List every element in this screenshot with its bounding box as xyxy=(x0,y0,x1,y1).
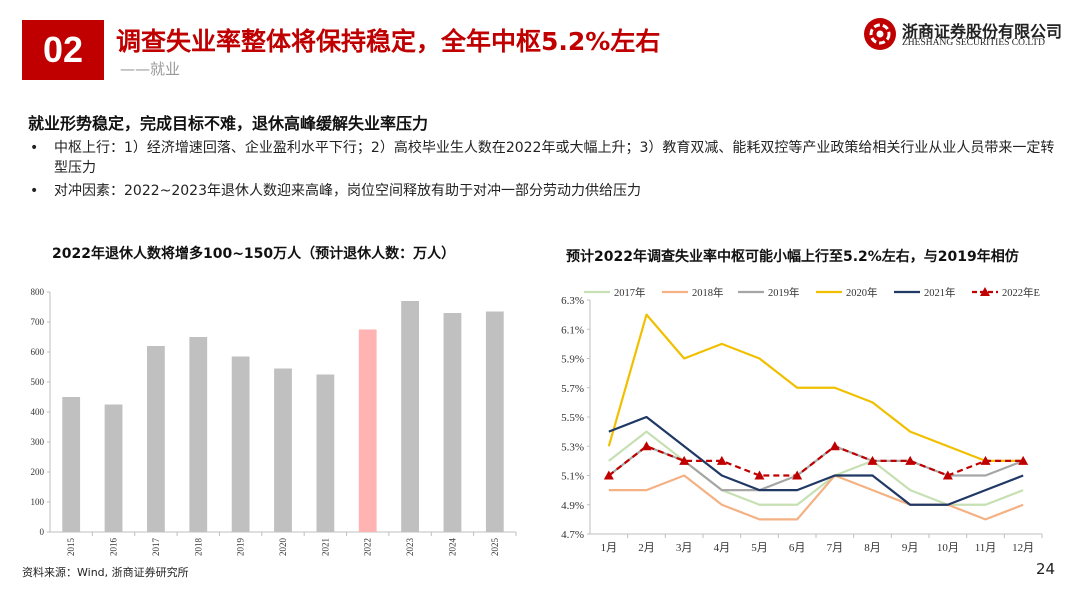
section-number-badge: 02 xyxy=(22,20,104,80)
logo-name-cn: 浙商证券股份有限公司 xyxy=(902,22,1063,41)
y-tick-label: 200 xyxy=(31,467,45,477)
bar xyxy=(401,301,419,532)
y-tick-label: 500 xyxy=(31,377,45,387)
y-tick-label: 300 xyxy=(31,437,45,447)
section-heading: 就业形势稳定，完成目标不难，退休高峰缓解失业率压力 xyxy=(28,114,429,133)
x-tick-label: 6月 xyxy=(789,542,806,554)
x-tick-label: 7月 xyxy=(827,542,844,554)
data-point xyxy=(641,441,652,451)
y-tick-label: 4.7% xyxy=(561,529,584,541)
company-logo: 浙商证券股份有限公司 ZHESHANG SECURITIES CO.LTD xyxy=(864,16,1064,56)
line-chart-title: 预计2022年调查失业率中枢可能小幅上行至5.2%左右，与2019年相仿 xyxy=(566,249,1019,265)
x-tick-label: 10月 xyxy=(937,542,959,554)
y-tick-label: 6.1% xyxy=(561,324,584,336)
y-tick-label: 100 xyxy=(31,497,45,507)
bar xyxy=(231,356,250,532)
data-point xyxy=(942,470,953,480)
page-title: 调查失业率整体将保持稳定，全年中枢5.2%左右 xyxy=(116,27,661,56)
bar-chart-title: 2022年退休人数将增多100~150万人（预计退休人数：万人） xyxy=(52,246,456,262)
x-tick-label: 2023 xyxy=(405,538,415,557)
bar xyxy=(358,329,377,532)
logo-name-en: ZHESHANG SECURITIES CO.LTD xyxy=(902,38,1045,48)
series-line xyxy=(608,430,1024,506)
section-number: 02 xyxy=(42,29,84,70)
x-tick-label: 2015 xyxy=(66,538,76,557)
legend-label: 2022年E xyxy=(1002,286,1040,299)
data-point xyxy=(679,455,690,465)
y-tick-label: 0 xyxy=(40,527,45,537)
data-point xyxy=(905,455,916,465)
bar xyxy=(104,404,123,532)
x-tick-label: 2016 xyxy=(109,538,119,557)
x-tick-label: 2022 xyxy=(363,538,373,556)
bar xyxy=(189,337,208,532)
x-tick-label: 2024 xyxy=(447,538,457,557)
series-line xyxy=(608,415,1024,506)
legend-label: 2019年 xyxy=(768,286,800,299)
x-tick-label: 11月 xyxy=(975,542,997,554)
y-tick-label: 5.5% xyxy=(561,412,584,424)
legend-label: 2018年 xyxy=(692,286,724,299)
x-tick-label: 2018 xyxy=(193,538,203,557)
x-tick-label: 8月 xyxy=(864,542,881,554)
bar xyxy=(443,313,462,532)
y-tick-label: 5.7% xyxy=(561,383,584,395)
series-line xyxy=(607,313,1024,462)
series-line xyxy=(608,445,1024,477)
bar xyxy=(62,397,81,532)
x-tick-label: 2021 xyxy=(320,538,330,556)
bar xyxy=(485,311,504,532)
data-point xyxy=(867,455,878,465)
x-tick-label: 2019 xyxy=(236,538,246,557)
x-tick-label: 12月 xyxy=(1012,542,1034,554)
data-point xyxy=(1018,455,1029,465)
unemployment-line-chart: 4.7% 4.9% 5.1% 5.3% 5.5% 5.7% 5.9% 6.1% 6.3% 1月 2月… xyxy=(561,286,1043,554)
page-number: 24 xyxy=(1036,560,1056,578)
y-tick-label: 400 xyxy=(31,407,45,417)
x-tick-label: 2025 xyxy=(490,538,500,557)
x-tick-label: 2017 xyxy=(151,538,161,557)
y-tick-label: 5.3% xyxy=(561,441,584,453)
bar xyxy=(147,346,165,532)
x-tick-label: 3月 xyxy=(676,542,693,554)
bullet-list: 中枢上行：1）经济增速回落、企业盈利水平下行；2）高校毕业生人数在2022年或大… xyxy=(30,138,1060,204)
x-tick-label: 2020 xyxy=(278,538,288,557)
legend-marker xyxy=(980,287,990,296)
bar xyxy=(316,374,335,532)
y-tick-label: 5.1% xyxy=(561,471,584,483)
data-point xyxy=(716,455,727,465)
legend-label: 2020年 xyxy=(846,286,878,299)
data-point xyxy=(603,470,614,480)
page-subtitle: ——就业 xyxy=(120,60,181,78)
legend-label: 2017年 xyxy=(614,286,646,299)
y-tick-label: 6.3% xyxy=(561,295,584,307)
retirement-bar-chart: 0 100 200 300 400 500 600 700 800 2015 2016 2017 201… xyxy=(31,287,517,557)
data-point xyxy=(980,455,991,465)
x-tick-label: 4月 xyxy=(714,542,731,554)
y-tick-label: 4.9% xyxy=(561,500,584,512)
bar xyxy=(274,368,292,532)
source-note: 资料来源：Wind, 浙商证券研究所 xyxy=(22,566,189,579)
data-point xyxy=(792,470,803,480)
data-point xyxy=(754,470,765,480)
bullet-item: 中枢上行：1）经济增速回落、企业盈利水平下行；2）高校毕业生人数在2022年或大… xyxy=(30,138,1060,178)
legend-label: 2021年 xyxy=(924,286,956,299)
bullet-item: 对冲因素：2022~2023年退休人数迎来高峰，岗位空间释放有助于对冲一部分劳动… xyxy=(30,181,1060,201)
x-tick-label: 1月 xyxy=(601,542,618,554)
x-tick-label: 2月 xyxy=(638,542,655,554)
x-tick-label: 5月 xyxy=(751,542,768,554)
y-tick-label: 600 xyxy=(31,347,45,357)
series-line xyxy=(608,474,1024,521)
y-tick-label: 700 xyxy=(31,317,45,327)
data-point xyxy=(829,441,840,451)
y-tick-label: 5.9% xyxy=(561,354,584,366)
x-tick-label: 9月 xyxy=(902,542,919,554)
y-tick-label: 800 xyxy=(31,287,45,297)
logo-emblem-icon xyxy=(864,18,896,50)
